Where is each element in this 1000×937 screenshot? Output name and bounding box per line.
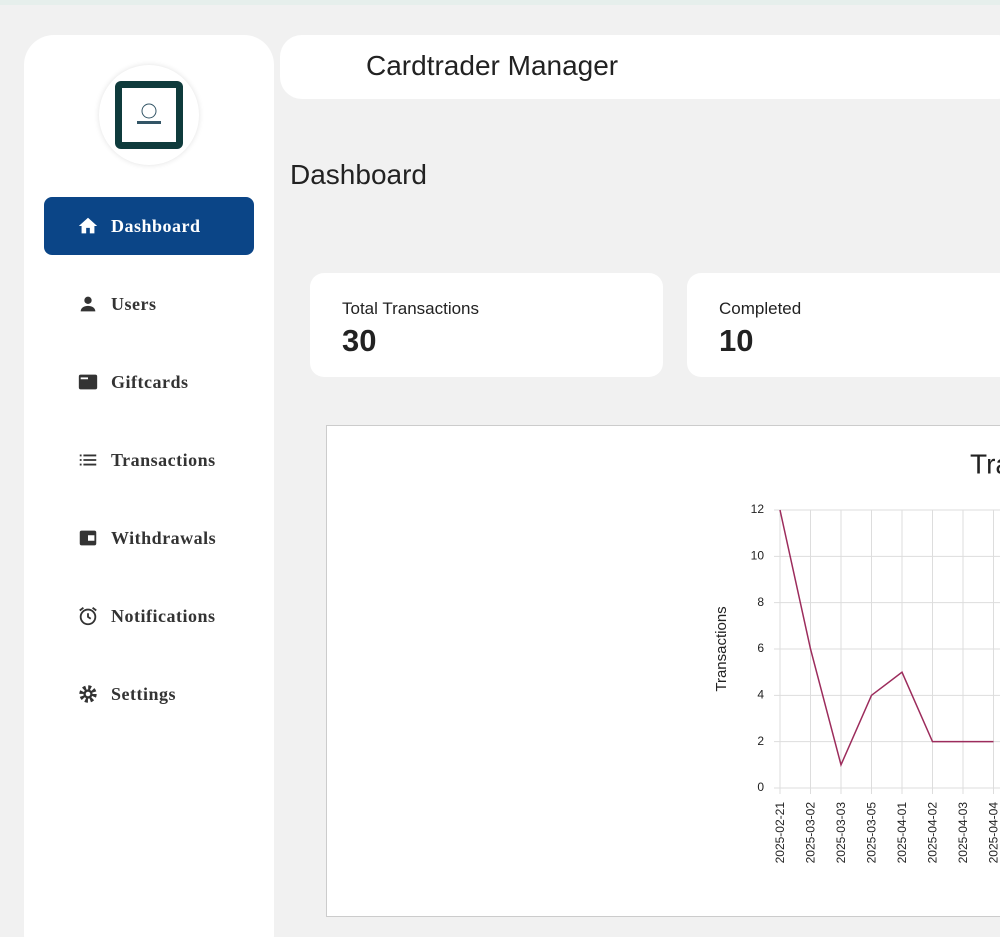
x-tick-label: 2025-04-02: [926, 802, 940, 864]
line: [779, 509, 994, 768]
nav-label: Users: [111, 293, 157, 314]
stat-card: Total Transactions 30: [310, 273, 663, 377]
nav-label: Giftcards: [111, 371, 189, 392]
nav-icon: [79, 607, 97, 626]
nav-item[interactable]: Settings: [44, 665, 254, 723]
x-tick-label: 2025-04-04: [987, 802, 1000, 864]
chart: Tra Transactions 0 2 4 6 8 10 12 2025-02-21 2025…: [713, 448, 1000, 864]
sidebar: [24, 35, 274, 937]
y-tick-label: 6: [757, 641, 764, 655]
nav-item[interactable]: Dashboard: [44, 197, 254, 255]
nav-item[interactable]: Withdrawals: [44, 509, 254, 567]
nav-label: Transactions: [111, 449, 216, 470]
nav-icon: [79, 685, 97, 703]
nav-item[interactable]: Users: [44, 275, 254, 333]
stat-label: Total Transactions: [342, 299, 480, 318]
y-axis-label: Transactions: [713, 606, 730, 691]
nav-item[interactable]: Notifications: [44, 587, 254, 645]
stat-card: Completed 10: [687, 273, 1000, 377]
nav-icon: [79, 530, 97, 546]
top-bar: Cardtrader Manager: [280, 35, 1000, 99]
x-tick-label: 2025-03-03: [834, 802, 848, 864]
stat-value: 30: [342, 323, 377, 358]
nav-icon: [79, 454, 97, 466]
stat-value: 10: [719, 323, 754, 358]
y-tick-label: 12: [751, 502, 765, 516]
x-tick-label: 2025-04-01: [895, 802, 909, 864]
x-tick-label: 2025-03-02: [804, 802, 818, 864]
nav-item[interactable]: Transactions: [44, 431, 254, 489]
y-tick-label: 2: [757, 734, 764, 748]
nav-label: Settings: [111, 683, 177, 704]
nav-label: Notifications: [111, 605, 216, 626]
nav-item[interactable]: Giftcards: [44, 353, 254, 411]
nav-icon: [80, 296, 96, 312]
stat-label: Completed: [719, 299, 802, 318]
logo-icon: [115, 81, 183, 149]
chart-title: Tra: [970, 448, 1000, 479]
page-title: Dashboard: [290, 159, 427, 190]
y-tick-label: 0: [757, 780, 764, 794]
x-tick-label: 2025-03-05: [865, 802, 879, 864]
logo: [99, 65, 199, 165]
y-tick-label: 4: [757, 688, 764, 702]
x-tick-label: 2025-02-21: [773, 802, 787, 864]
nav-label: Withdrawals: [111, 527, 217, 548]
x-tick-label: 2025-04-03: [956, 802, 970, 864]
nav-icon: [78, 217, 98, 234]
y-tick-label: 8: [757, 595, 764, 609]
app-title: Cardtrader Manager: [366, 50, 619, 81]
chart-panel: Tra Transactions 0 2 4 6 8 10 12 2025-02-21 2025…: [326, 425, 1000, 917]
y-tick-label: 10: [751, 549, 765, 563]
nav-label: Dashboard: [111, 215, 201, 236]
nav-icon: [78, 374, 98, 390]
